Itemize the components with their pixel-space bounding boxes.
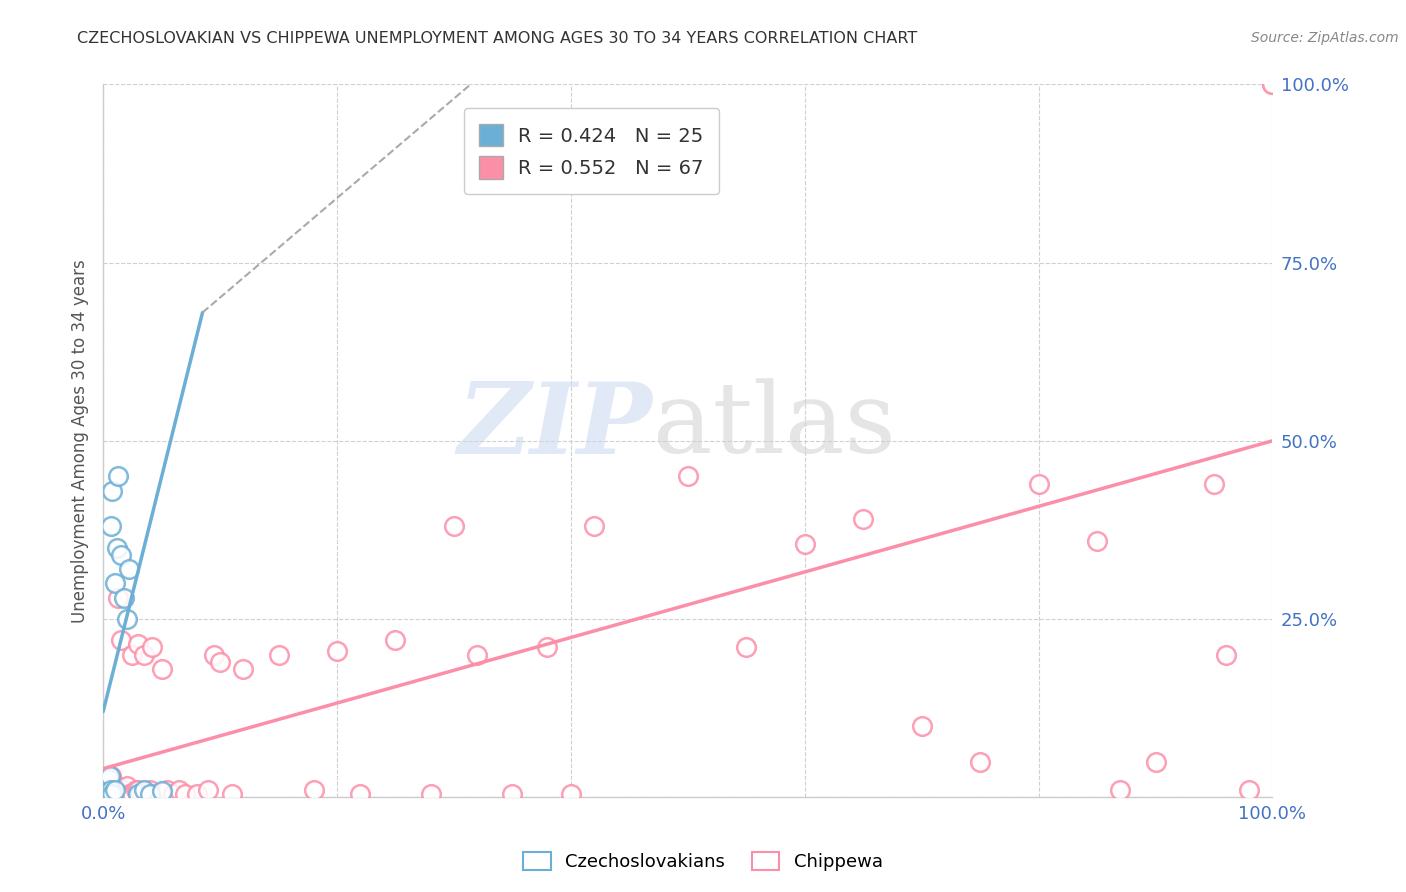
Point [132, 783, 155, 797]
Point [162, 787, 184, 801]
Point [911, 719, 934, 733]
Point [97, 787, 120, 801]
Point [1261, 78, 1284, 92]
Point [101, 483, 124, 498]
Point [129, 787, 152, 801]
Text: CZECHOSLOVAKIAN VS CHIPPEWA UNEMPLOYMENT AMONG AGES 30 TO 34 YEARS CORRELATION C: CZECHOSLOVAKIAN VS CHIPPEWA UNEMPLOYMENT… [77, 31, 918, 46]
Point [150, 784, 173, 798]
Point [443, 519, 465, 533]
Point [98, 784, 121, 798]
Point [1028, 476, 1050, 491]
Point [1261, 78, 1284, 92]
Point [384, 633, 406, 648]
Point [98, 783, 121, 797]
Point [583, 519, 606, 533]
Point [267, 648, 290, 662]
Point [96, 783, 118, 797]
Point [125, 783, 148, 797]
Point [118, 562, 141, 576]
Point [139, 783, 162, 797]
Legend: R = 0.424   N = 25, R = 0.552   N = 67: R = 0.424 N = 25, R = 0.552 N = 67 [464, 109, 718, 194]
Point [852, 512, 875, 526]
Point [110, 783, 132, 797]
Point [1215, 648, 1237, 662]
Text: atlas: atlas [652, 378, 896, 475]
Point [97, 783, 120, 797]
Point [735, 640, 758, 655]
Point [112, 783, 135, 797]
Point [1085, 533, 1108, 548]
Point [419, 787, 441, 801]
Point [969, 755, 991, 769]
Point [141, 640, 163, 655]
Point [101, 787, 124, 801]
Point [110, 633, 132, 648]
Point [107, 591, 129, 605]
Point [97, 776, 120, 790]
Point [136, 787, 159, 801]
Point [302, 783, 325, 797]
Point [536, 640, 558, 655]
Point [560, 787, 582, 801]
Point [100, 783, 122, 797]
Text: ZIP: ZIP [458, 378, 652, 475]
Point [115, 780, 138, 794]
Point [104, 783, 127, 797]
Point [111, 787, 134, 801]
Point [326, 644, 349, 658]
Point [104, 783, 127, 797]
Point [1202, 476, 1225, 491]
Point [1109, 783, 1132, 797]
Point [1144, 755, 1167, 769]
Text: Source: ZipAtlas.com: Source: ZipAtlas.com [1251, 31, 1399, 45]
Point [174, 787, 197, 801]
Point [465, 648, 488, 662]
Point [145, 787, 167, 801]
Point [112, 591, 135, 605]
Y-axis label: Unemployment Among Ages 30 to 34 years: Unemployment Among Ages 30 to 34 years [72, 259, 89, 623]
Point [167, 783, 190, 797]
Point [101, 787, 124, 801]
Point [96, 780, 118, 794]
Point [127, 783, 149, 797]
Point [98, 787, 121, 801]
Point [100, 519, 122, 533]
Point [127, 637, 149, 651]
Point [104, 787, 127, 801]
Point [132, 648, 155, 662]
Point [1237, 783, 1260, 797]
Point [98, 772, 121, 787]
Point [156, 783, 179, 797]
Point [202, 648, 225, 662]
Point [139, 787, 162, 801]
Point [103, 780, 125, 794]
Point [107, 469, 129, 483]
Point [349, 787, 371, 801]
Point [197, 783, 219, 797]
Point [98, 772, 121, 787]
Point [100, 769, 122, 783]
Point [501, 787, 523, 801]
Point [127, 787, 149, 801]
Point [676, 469, 699, 483]
Point [221, 787, 243, 801]
Point [104, 576, 127, 591]
Point [232, 662, 254, 676]
Point [186, 787, 208, 801]
Point [98, 783, 121, 797]
Point [110, 548, 132, 562]
Legend: Czechoslovakians, Chippewa: Czechoslovakians, Chippewa [516, 845, 890, 879]
Point [121, 787, 143, 801]
Point [105, 780, 128, 794]
Point [209, 655, 232, 669]
Point [793, 537, 815, 551]
Point [98, 769, 121, 783]
Point [121, 648, 143, 662]
Point [115, 612, 138, 626]
Point [94, 787, 117, 801]
Point [150, 662, 173, 676]
Point [96, 787, 118, 801]
Point [105, 541, 128, 555]
Point [118, 787, 141, 801]
